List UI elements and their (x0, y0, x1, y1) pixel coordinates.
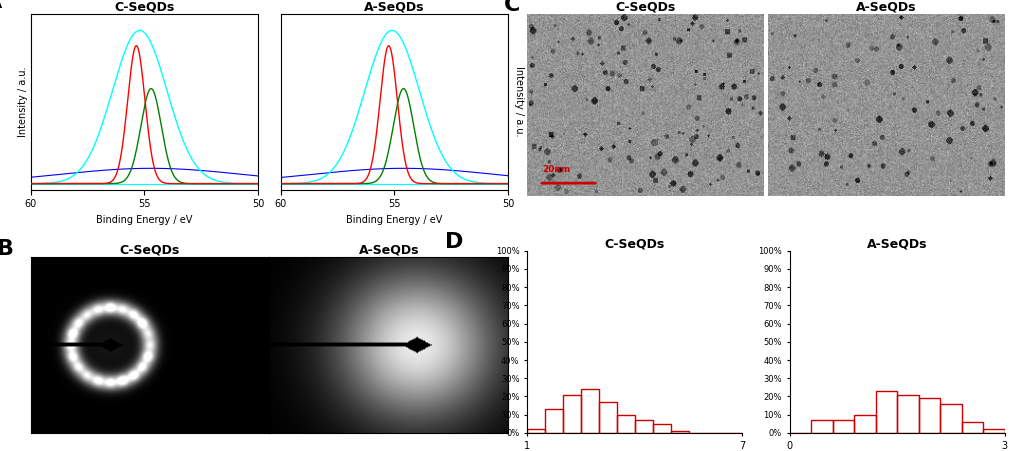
Bar (598, 402, 616, 433)
Bar (982, 429, 1004, 433)
Text: D: D (445, 232, 464, 253)
Bar (562, 395, 581, 433)
Bar (918, 398, 940, 433)
Title: A-SeQDs: A-SeQDs (364, 0, 424, 14)
Title: A-SeQDs: A-SeQDs (358, 244, 419, 257)
Text: C: C (503, 0, 520, 15)
Bar (961, 422, 982, 433)
Y-axis label: Intensity / a.u.: Intensity / a.u. (514, 66, 523, 137)
Bar (940, 404, 961, 433)
Bar (832, 420, 853, 433)
Title: C-SeQDs: C-SeQDs (614, 0, 675, 14)
Bar (652, 424, 669, 433)
Bar (853, 415, 874, 433)
Y-axis label: Intensity / a.u.: Intensity / a.u. (17, 66, 28, 137)
Title: C-SeQDs: C-SeQDs (120, 244, 180, 257)
Bar (544, 409, 562, 433)
X-axis label: Binding Energy / eV: Binding Energy / eV (345, 215, 442, 225)
Title: A-SeQDs: A-SeQDs (855, 0, 916, 14)
Title: C-SeQDs: C-SeQDs (114, 0, 174, 14)
Bar (581, 389, 598, 433)
Bar (810, 420, 832, 433)
X-axis label: Binding Energy / eV: Binding Energy / eV (96, 215, 193, 225)
Text: 20nm: 20nm (542, 165, 571, 174)
Text: B: B (0, 239, 14, 259)
Bar (634, 420, 652, 433)
Title: A-SeQDs: A-SeQDs (866, 238, 926, 251)
Bar (616, 415, 634, 433)
Bar (897, 395, 918, 433)
Bar (669, 431, 688, 433)
Title: C-SeQDs: C-SeQDs (604, 238, 664, 251)
Bar (527, 429, 544, 433)
Bar (874, 391, 897, 433)
Text: A: A (0, 0, 2, 12)
